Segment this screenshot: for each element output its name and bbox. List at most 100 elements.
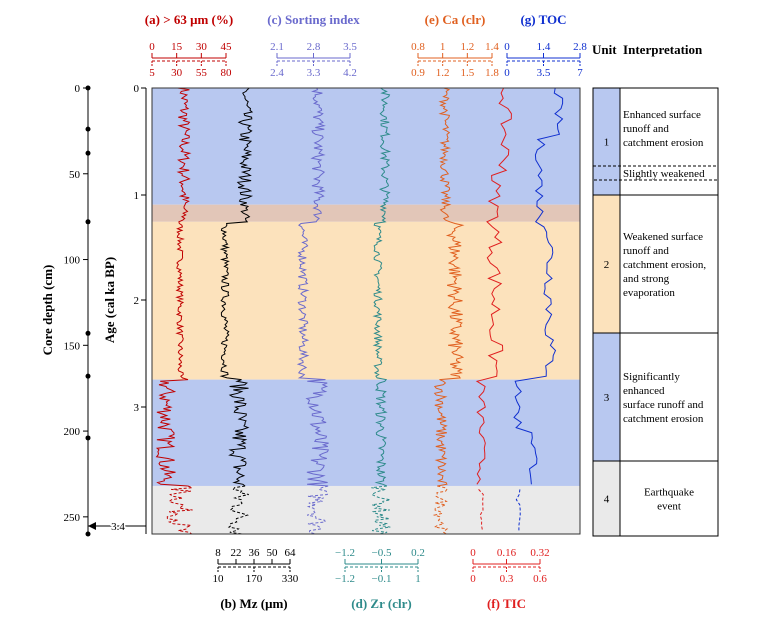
series-line-b: [219, 87, 254, 487]
scale-tick-label: 80: [221, 67, 233, 79]
series-line-g: [513, 87, 564, 485]
depth-tick-label: 150: [64, 340, 81, 352]
unit-band-1: [152, 204, 580, 222]
series-line-f: [475, 87, 512, 485]
scale-tick-label: 0: [470, 547, 476, 559]
scale-tick-label: 3.5: [537, 67, 551, 79]
unit-number: 1: [604, 137, 610, 149]
scale-tick-label: 0: [504, 41, 510, 53]
dating-point: [85, 219, 91, 225]
panel-scales: (a) > 63 μm (%)0 15 30 455 30 55 80(b) Mz (μm)…: [145, 12, 588, 611]
interpretation-text: enhanced: [623, 385, 665, 397]
age-axis: 0 1 2 3 3.4: [88, 83, 147, 535]
interpretation-text: runoff and: [623, 123, 669, 135]
unit-cell: [592, 194, 621, 334]
scale-tick-label: 2.8: [573, 41, 587, 53]
scale-tick-label: −0.5: [372, 547, 392, 559]
series-line-c-dashed: [306, 485, 329, 535]
panel-label-c: (c) Sorting index: [267, 12, 360, 27]
dating-point: [85, 126, 91, 132]
scale-tick-label: 7: [577, 67, 583, 79]
scale-tick-label: 5: [149, 67, 155, 79]
interpretation-text: Significantly: [623, 371, 680, 383]
interpretation-text: Weakened surface: [623, 231, 703, 243]
interpretation-text: runoff and: [623, 245, 669, 257]
panel-label-e: (e) Ca (clr): [425, 12, 486, 27]
depth-axis: 0 50 100 150 200 250: [64, 83, 91, 537]
age-tick-label: 0: [134, 83, 140, 95]
scale-tick-label: 36: [249, 547, 261, 559]
series-line-c: [296, 87, 330, 487]
unit-band-0: [152, 88, 580, 205]
interpretation-cell: [619, 332, 719, 462]
scale-tick-label: 0.2: [411, 547, 425, 559]
scale-tick-label: 8: [215, 547, 221, 559]
interpretation-text: Earthquake: [644, 487, 694, 499]
scale-tick-label: −1.2: [335, 547, 355, 559]
dating-point: [85, 435, 91, 441]
scale-tick-label: 55: [196, 67, 208, 79]
series-line-f-dashed: [478, 489, 484, 531]
dating-point: [85, 531, 91, 537]
scale-tick-label: 1.4: [485, 41, 499, 53]
unit-number: 3: [604, 392, 610, 404]
interpretation-text: catchment erosion,: [623, 259, 706, 271]
scale-tick-label: 0: [470, 573, 476, 585]
scale-tick-label: 0.3: [500, 573, 514, 585]
series-line-d-dashed: [370, 485, 391, 535]
age-tick-label: 3: [134, 402, 140, 414]
interpretation-cell: [619, 460, 719, 537]
depth-tick-label: 200: [64, 426, 81, 438]
interpretation-text: Enhanced surface: [623, 109, 701, 121]
depth-axis-label: Core depth (cm): [40, 265, 55, 356]
dating-point: [85, 85, 91, 91]
panel-label-f: (f) TIC: [487, 596, 526, 611]
scale-tick-label: 22: [231, 547, 242, 559]
scale-tick-label: 1.2: [460, 41, 474, 53]
slightly-weakened-outline: [592, 165, 719, 181]
scale-tick-label: 45: [221, 41, 233, 53]
scale-tick-label: 1.5: [460, 67, 474, 79]
unit-table: 1 Enhanced surface runoff and catchment ero…: [592, 87, 719, 537]
scale-tick-label: 1.8: [485, 67, 499, 79]
interpretation-text: evaporation: [623, 287, 675, 299]
scale-tick-label: 1: [415, 573, 421, 585]
scale-tick-label: 0: [504, 67, 510, 79]
series-line-d: [372, 87, 392, 487]
series-line-b-dashed: [227, 485, 250, 535]
scale-tick-label: 10: [213, 573, 225, 585]
unit-cell: [592, 460, 621, 537]
age-axis-label: Age (cal ka BP): [102, 257, 117, 343]
depth-tick-label: 250: [64, 512, 81, 524]
unit-band-3: [152, 379, 580, 486]
age-tick-label: 2: [134, 295, 140, 307]
unit-number: 2: [604, 259, 610, 271]
depth-tick-label: 100: [64, 255, 81, 267]
scale-tick-label: −0.1: [372, 573, 392, 585]
series-line-e-dashed: [432, 485, 449, 535]
series-line-g-dashed: [515, 489, 521, 531]
scale-tick-label: 3.3: [307, 67, 321, 79]
plot-frame: [151, 87, 581, 535]
scale-tick-label: 2.1: [270, 41, 284, 53]
scale-tick-label: 3.5: [343, 41, 357, 53]
scale-tick-label: 0.32: [530, 547, 549, 559]
arrow-head-icon: [88, 522, 96, 530]
series-line-a-dashed: [166, 485, 193, 535]
unit-band-2: [152, 221, 580, 380]
unit-band-4: [152, 485, 580, 534]
unit-bands: [152, 88, 580, 534]
age-bottom-label: 3.4: [111, 521, 125, 533]
panel-label-a: (a) > 63 μm (%): [145, 12, 233, 27]
age-tick-label: 1: [134, 190, 140, 202]
interpretation-text: event: [657, 501, 681, 513]
panel-label-d: (d) Zr (clr): [351, 596, 411, 611]
scale-tick-label: 2.4: [270, 67, 284, 79]
dating-point: [85, 330, 91, 336]
scale-tick-label: 64: [285, 547, 297, 559]
interpretation-text: surface runoff and: [623, 399, 704, 411]
proxy-series: [155, 87, 564, 535]
scale-tick-label: 0.9: [411, 67, 425, 79]
dating-point: [85, 150, 91, 156]
